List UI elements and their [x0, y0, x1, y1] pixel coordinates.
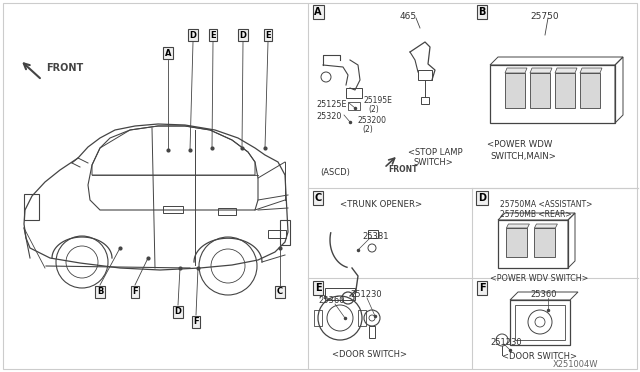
Text: C: C: [314, 193, 322, 203]
Polygon shape: [530, 68, 552, 73]
Text: F: F: [132, 288, 138, 296]
Text: <DOOR SWITCH>: <DOOR SWITCH>: [332, 350, 407, 359]
Bar: [505, 73, 525, 108]
Text: F: F: [193, 317, 199, 327]
Text: 465: 465: [400, 12, 417, 21]
Text: SWITCH>: SWITCH>: [413, 158, 452, 167]
Polygon shape: [580, 68, 602, 73]
Bar: [314, 310, 322, 326]
Polygon shape: [506, 224, 529, 228]
Text: 25320: 25320: [316, 112, 341, 121]
Bar: [325, 288, 355, 300]
Text: B: B: [97, 288, 103, 296]
Bar: [346, 88, 362, 98]
Bar: [280, 220, 290, 245]
Text: FRONT: FRONT: [46, 63, 83, 73]
Text: D: D: [175, 308, 182, 317]
Text: D: D: [478, 193, 486, 203]
Bar: [163, 206, 183, 213]
Text: (ASCD): (ASCD): [320, 168, 350, 177]
Text: 25360: 25360: [530, 290, 557, 299]
Polygon shape: [534, 224, 557, 228]
Text: <STOP LAMP: <STOP LAMP: [408, 148, 463, 157]
Bar: [530, 73, 550, 108]
Text: E: E: [265, 31, 271, 39]
Text: FRONT: FRONT: [388, 165, 417, 174]
Text: E: E: [315, 283, 321, 293]
Text: 251230: 251230: [350, 290, 381, 299]
Text: E: E: [210, 31, 216, 39]
Text: (2): (2): [362, 125, 372, 134]
Text: <TRUNK OPENER>: <TRUNK OPENER>: [340, 200, 422, 209]
Bar: [218, 208, 236, 215]
Text: F: F: [479, 283, 485, 293]
Bar: [421, 97, 429, 104]
Text: <POWER WDV SWITCH>: <POWER WDV SWITCH>: [490, 274, 588, 283]
Text: 25360: 25360: [318, 296, 344, 305]
Polygon shape: [505, 68, 527, 73]
Text: 25750: 25750: [530, 12, 559, 21]
Bar: [506, 228, 527, 257]
Bar: [358, 310, 366, 326]
Text: D: D: [239, 31, 246, 39]
Bar: [510, 300, 570, 345]
Text: B: B: [478, 7, 486, 17]
Text: 25125E: 25125E: [316, 100, 346, 109]
Text: 25195E: 25195E: [363, 96, 392, 105]
Text: X251004W: X251004W: [552, 360, 598, 369]
Text: <DOOR SWITCH>: <DOOR SWITCH>: [502, 352, 577, 361]
Bar: [418, 70, 432, 80]
Text: 25381: 25381: [362, 232, 388, 241]
Bar: [268, 230, 286, 238]
Text: A: A: [164, 48, 172, 58]
Bar: [348, 102, 360, 110]
Text: 253200: 253200: [357, 116, 386, 125]
Text: A: A: [314, 7, 322, 17]
Bar: [498, 220, 568, 268]
Bar: [24, 194, 39, 220]
Text: D: D: [189, 31, 196, 39]
Bar: [555, 73, 575, 108]
Bar: [368, 230, 378, 238]
Text: C: C: [277, 288, 283, 296]
Text: 25750MB <REAR>: 25750MB <REAR>: [500, 210, 572, 219]
Bar: [490, 65, 615, 123]
Text: 25750MA <ASSISTANT>: 25750MA <ASSISTANT>: [500, 200, 593, 209]
Bar: [515, 305, 565, 340]
Text: (2): (2): [368, 105, 379, 114]
Bar: [534, 228, 556, 257]
Text: SWITCH,MAIN>: SWITCH,MAIN>: [490, 152, 556, 161]
Text: <POWER WDW: <POWER WDW: [487, 140, 552, 149]
Bar: [580, 73, 600, 108]
Bar: [369, 326, 375, 338]
Text: 251230: 251230: [490, 338, 522, 347]
Polygon shape: [555, 68, 577, 73]
